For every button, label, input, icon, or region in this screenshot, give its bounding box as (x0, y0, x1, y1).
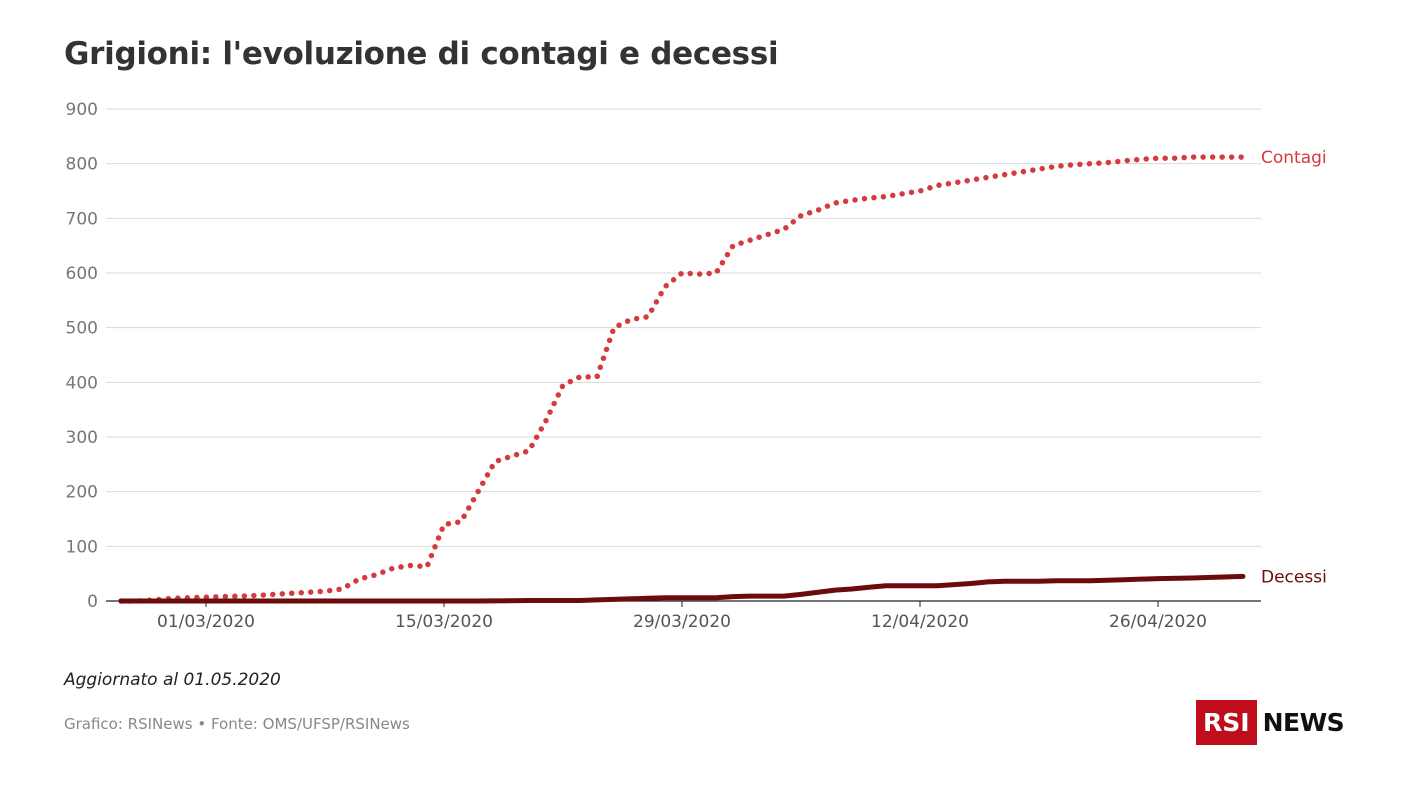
x-tick-label: 15/03/2020 (395, 612, 493, 632)
x-axis-ticks: 01/03/2020 15/03/2020 29/03/2020 12/04/2020… (157, 601, 1207, 632)
y-tick-label: 200 (66, 483, 98, 503)
x-tick-label: 01/03/2020 (157, 612, 255, 632)
chart-title: Grigioni: l'evoluzione di contagi e dece… (64, 36, 779, 72)
y-axis-ticks: 0 100 200 300 400 500 600 700 800 900 (66, 100, 98, 612)
x-tick-label: 29/03/2020 (633, 612, 731, 632)
series-label-decessi: Decessi (1261, 567, 1327, 587)
series-line-contagi (118, 154, 1246, 604)
rsi-news-logo: RSI NEWS (1196, 700, 1345, 745)
grid-lines (106, 108, 1261, 602)
y-tick-label: 100 (66, 537, 98, 557)
y-tick-label: 700 (66, 209, 98, 229)
y-tick-label: 0 (87, 592, 98, 612)
series-labels: Contagi Decessi (1261, 148, 1327, 587)
y-tick-label: 500 (66, 319, 98, 339)
news-logo-word: NEWS (1262, 708, 1345, 737)
y-tick-label: 300 (66, 428, 98, 448)
updated-note: Aggiornato al 01.05.2020 (64, 670, 281, 690)
y-tick-label: 400 (66, 373, 98, 393)
x-tick-label: 26/04/2020 (1109, 612, 1207, 632)
y-tick-label: 600 (66, 264, 98, 284)
y-tick-label: 900 (66, 100, 98, 120)
y-tick-label: 800 (66, 155, 98, 175)
series-group (118, 154, 1246, 604)
source-note: Grafico: RSINews • Fonte: OMS/UFSP/RSINe… (64, 715, 410, 733)
series-label-contagi: Contagi (1261, 148, 1327, 168)
rsi-logo-box: RSI (1196, 700, 1257, 745)
series-line-decessi (118, 573, 1246, 604)
x-tick-label: 12/04/2020 (871, 612, 969, 632)
